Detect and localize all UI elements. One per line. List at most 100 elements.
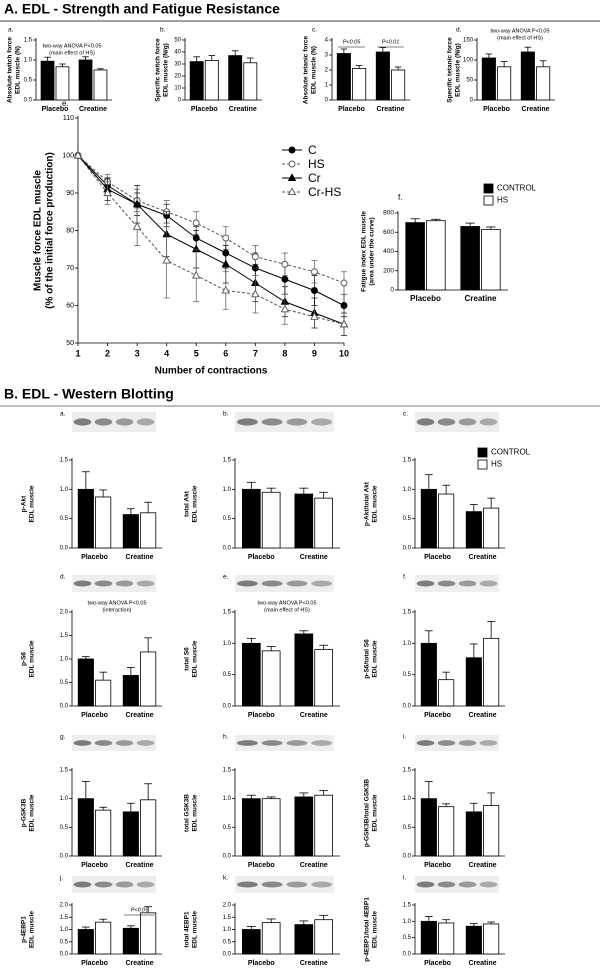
y-axis-label: Absolute twitch force bbox=[7, 37, 14, 103]
y-axis-label: EDL muscle bbox=[29, 485, 36, 522]
y-tick-label: 0 bbox=[178, 98, 182, 104]
y-axis-label: EDL muscle bbox=[192, 794, 199, 831]
bar bbox=[460, 226, 480, 291]
y-tick-label: 0 bbox=[470, 98, 474, 104]
marker bbox=[281, 260, 289, 268]
marker bbox=[280, 304, 290, 313]
bar bbox=[294, 633, 314, 707]
y-tick-label: 0.0 bbox=[60, 952, 69, 958]
y-tick-label: 80 bbox=[66, 227, 74, 234]
bar bbox=[352, 68, 367, 101]
panel-label: k. bbox=[223, 875, 228, 882]
error-bar bbox=[99, 918, 107, 923]
error-bar bbox=[299, 630, 309, 634]
y-tick-label: 1.5 bbox=[403, 610, 412, 616]
x-tick-label: Creatine bbox=[125, 862, 153, 869]
bar bbox=[40, 60, 55, 101]
blot-band bbox=[261, 418, 283, 426]
error-bar bbox=[97, 68, 104, 70]
p-value: P<0.01 bbox=[382, 39, 400, 45]
x-tick-label: Placebo bbox=[81, 554, 108, 561]
y-tick-label: 1.0 bbox=[60, 487, 69, 493]
error-bar bbox=[99, 489, 107, 497]
x-tick-label: Creatine bbox=[229, 106, 257, 113]
panel-label: l. bbox=[403, 875, 406, 882]
y-tick-label: 1.0 bbox=[403, 487, 412, 493]
bar bbox=[189, 61, 204, 101]
error-bar bbox=[82, 656, 90, 659]
y-axis-label: EDL muscle bbox=[192, 640, 199, 677]
y-tick-label: 0.0 bbox=[223, 952, 232, 958]
y-tick-label: 400 bbox=[383, 248, 394, 255]
error-bar bbox=[425, 781, 433, 799]
blot-band bbox=[94, 881, 113, 888]
bar bbox=[122, 514, 139, 549]
blot-band bbox=[136, 740, 155, 746]
y-axis-label: Absolute tetanic force bbox=[303, 35, 310, 104]
error-bar bbox=[410, 218, 420, 223]
y-tick-label: 0.0 bbox=[403, 952, 412, 958]
y-axis-label: EDL muscle bbox=[192, 911, 199, 948]
bar bbox=[520, 51, 535, 101]
error-bar bbox=[425, 474, 433, 490]
y-axis-label: Specific tetanic force bbox=[447, 37, 454, 103]
blot-background bbox=[72, 876, 156, 893]
bar bbox=[483, 637, 500, 707]
panel-label: a. bbox=[60, 411, 66, 418]
error-bar bbox=[319, 790, 329, 796]
error-bar bbox=[319, 644, 329, 650]
bar bbox=[204, 60, 219, 101]
error-bar bbox=[266, 796, 276, 799]
error-bar bbox=[99, 671, 107, 681]
blot-band bbox=[115, 881, 134, 888]
error-bar bbox=[442, 803, 450, 807]
error-bar bbox=[539, 60, 547, 67]
bar bbox=[122, 927, 139, 955]
blot-band bbox=[261, 740, 283, 746]
panel-label: f. bbox=[403, 574, 407, 581]
y-tick-label: 0.5 bbox=[403, 825, 412, 831]
y-tick-label: 0.0 bbox=[223, 704, 232, 710]
blot-band bbox=[136, 881, 155, 888]
blot-band bbox=[236, 580, 258, 587]
x-tick-label: Placebo bbox=[424, 862, 451, 869]
x-tick-label: Creatine bbox=[300, 554, 328, 561]
y-tick-label: 1.5 bbox=[60, 633, 69, 639]
y-tick-label: 0.0 bbox=[223, 854, 232, 860]
blot-band bbox=[261, 881, 283, 888]
bar bbox=[140, 512, 157, 549]
y-axis-label: EDL muscle bbox=[29, 911, 36, 948]
error-bar bbox=[431, 218, 441, 221]
p-value: P<0.05 bbox=[343, 39, 362, 45]
y-tick-label: 0.5 bbox=[403, 935, 412, 941]
error-bar bbox=[247, 57, 254, 63]
y-axis-label: Muscle force EDL muscle bbox=[33, 170, 44, 291]
bar bbox=[241, 929, 261, 955]
legend-label: Cr-HS bbox=[308, 185, 341, 199]
blot-band bbox=[286, 740, 308, 746]
bar bbox=[420, 642, 437, 707]
y-axis-label: total 4EBP1 bbox=[184, 911, 191, 948]
bar bbox=[140, 651, 157, 707]
bar bbox=[228, 55, 243, 101]
y-tick-label: 50 bbox=[66, 340, 74, 347]
x-tick-label: Creatine bbox=[468, 554, 496, 561]
error-bar bbox=[470, 923, 478, 927]
y-tick-label: 4 bbox=[325, 38, 329, 44]
bar bbox=[420, 488, 437, 549]
bar bbox=[314, 649, 334, 707]
y-tick-label: 2 bbox=[325, 68, 329, 74]
y-tick-label: 0.0 bbox=[403, 704, 412, 710]
blot-band bbox=[286, 881, 308, 888]
panel-label: e. bbox=[223, 574, 229, 581]
annotation: (main effect of HS) bbox=[49, 50, 95, 56]
error-bar bbox=[299, 487, 309, 495]
blot-background bbox=[415, 575, 499, 592]
panel-label: a. bbox=[8, 27, 14, 34]
y-tick-label: 1.5 bbox=[403, 458, 412, 464]
panel-label: c. bbox=[312, 27, 317, 34]
blot-image bbox=[415, 876, 499, 893]
legend-label: HS bbox=[491, 460, 502, 469]
series-line bbox=[77, 155, 345, 306]
